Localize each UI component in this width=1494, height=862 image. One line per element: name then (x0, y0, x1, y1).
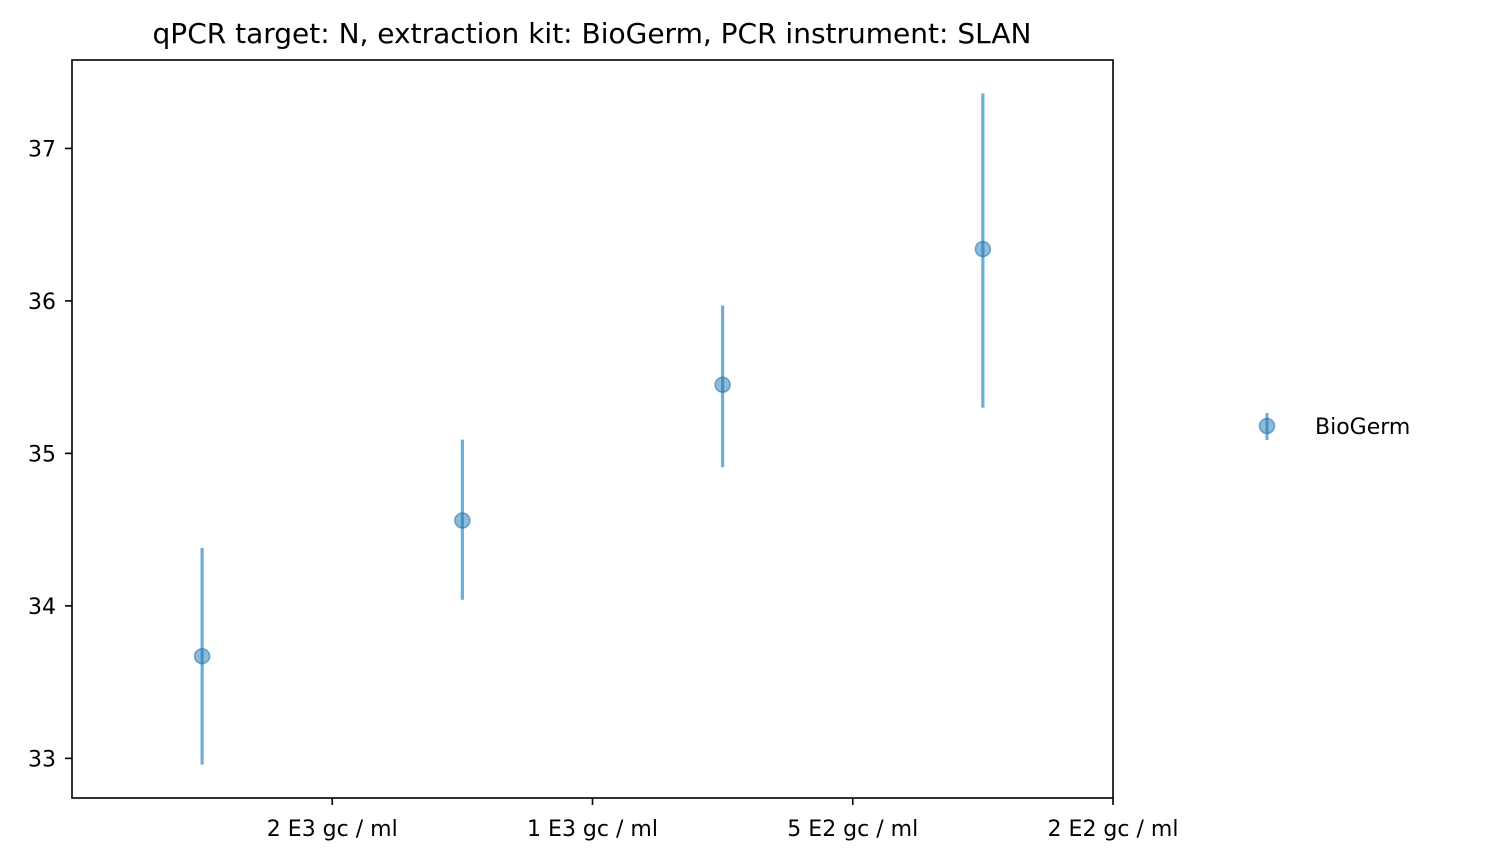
y-axis: 33 34 35 36 37 (28, 137, 72, 772)
x-tick-label: 2 E3 gc / ml (267, 817, 398, 842)
legend-marker (1258, 417, 1276, 435)
y-tick-label: 33 (28, 747, 56, 772)
x-axis: 2 E3 gc / ml 1 E3 gc / ml 5 E2 gc / ml 2 E2… (267, 798, 1179, 842)
plot-area (71, 59, 1114, 799)
data-point (193, 647, 211, 665)
chart-title: qPCR target: N, extraction kit: BioGerm,… (153, 17, 1032, 50)
data-point (974, 240, 992, 258)
y-tick-label: 34 (28, 595, 56, 620)
y-tick-label: 37 (28, 137, 56, 162)
x-tick-label: 2 E2 gc / ml (1048, 817, 1179, 842)
legend: BioGerm (1258, 413, 1410, 440)
data-point (714, 376, 731, 394)
data-point (454, 512, 471, 529)
x-tick-label: 5 E2 gc / ml (787, 817, 918, 842)
data-marks (193, 93, 992, 765)
legend-label-biogerm: BioGerm (1315, 415, 1410, 440)
y-tick-label: 36 (28, 290, 56, 315)
x-tick-label: 1 E3 gc / ml (527, 817, 658, 842)
y-tick-label: 35 (28, 442, 56, 467)
